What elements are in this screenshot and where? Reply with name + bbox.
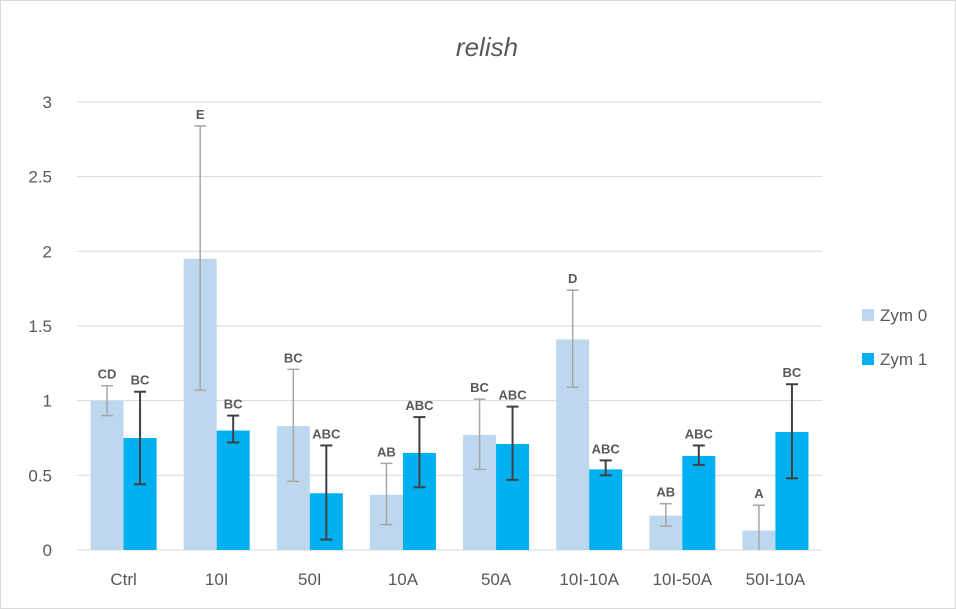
error-bar <box>659 502 672 527</box>
x-tick-label: 50I <box>298 570 322 589</box>
error-bar <box>287 368 300 483</box>
bar-zym1 <box>589 469 623 550</box>
significance-label: BC <box>224 397 243 412</box>
x-tick-label: 10A <box>388 570 419 589</box>
significance-label: ABC <box>592 441 621 456</box>
significance-label: BC <box>470 380 489 395</box>
bar-zym1 <box>216 430 250 550</box>
significance-label: ABC <box>498 388 527 403</box>
significance-label: E <box>196 107 205 122</box>
significance-label: BC <box>284 350 303 365</box>
error-bar <box>692 444 705 466</box>
significance-label: ABC <box>312 426 341 441</box>
y-tick-label: 2.5 <box>28 168 52 187</box>
x-tick-label: 10I-10A <box>559 570 619 589</box>
x-axis-ticks: Ctrl 10I 50I 10A 50A 10I-10A 10I-50A 50I-10A <box>110 570 806 589</box>
significance-label: D <box>568 271 577 286</box>
error-bar <box>506 405 519 481</box>
y-tick-label: 0 <box>43 541 52 560</box>
y-tick-label: 3 <box>43 93 52 112</box>
significance-label: ABC <box>685 426 714 441</box>
bar-zym0 <box>90 400 124 550</box>
x-tick-label: 10I-50A <box>653 570 713 589</box>
significance-label: BC <box>783 365 802 380</box>
x-tick-label: 10I <box>205 570 229 589</box>
legend-swatch <box>862 309 874 321</box>
x-tick-label: 50A <box>481 570 512 589</box>
y-tick-label: 2 <box>43 242 52 261</box>
legend-label: Zym 0 <box>880 306 927 325</box>
error-bar <box>752 504 765 550</box>
error-bar <box>134 390 147 486</box>
significance-label: ABC <box>405 398 434 413</box>
y-axis-ticks: 0 0.5 1 1.5 2 2.5 3 <box>28 93 52 560</box>
y-tick-label: 0.5 <box>28 466 52 485</box>
error-bar <box>599 459 612 477</box>
error-bar <box>227 414 240 444</box>
bars <box>90 258 809 550</box>
legend-label: Zym 1 <box>880 350 927 369</box>
x-tick-label: Ctrl <box>110 570 136 589</box>
error-bar <box>101 384 114 417</box>
significance-label: AB <box>656 485 675 500</box>
error-bars <box>101 125 798 550</box>
error-bar <box>566 289 579 388</box>
significance-label: A <box>754 486 764 501</box>
legend: Zym 0 Zym 1 <box>862 306 927 369</box>
chart-title: relish <box>456 32 518 62</box>
significance-label: AB <box>377 444 396 459</box>
error-bar <box>320 444 333 541</box>
y-tick-label: 1.5 <box>28 317 52 336</box>
significance-label: BC <box>131 373 150 388</box>
x-tick-label: 50I-10A <box>746 570 806 589</box>
error-bar <box>380 462 393 526</box>
error-bar <box>413 416 426 489</box>
error-bar <box>194 125 207 391</box>
legend-swatch <box>862 353 874 365</box>
y-tick-label: 1 <box>43 392 52 411</box>
bar-zym1 <box>682 455 716 550</box>
error-bar <box>473 398 486 471</box>
error-bar <box>785 383 798 480</box>
significance-label: CD <box>98 367 117 382</box>
